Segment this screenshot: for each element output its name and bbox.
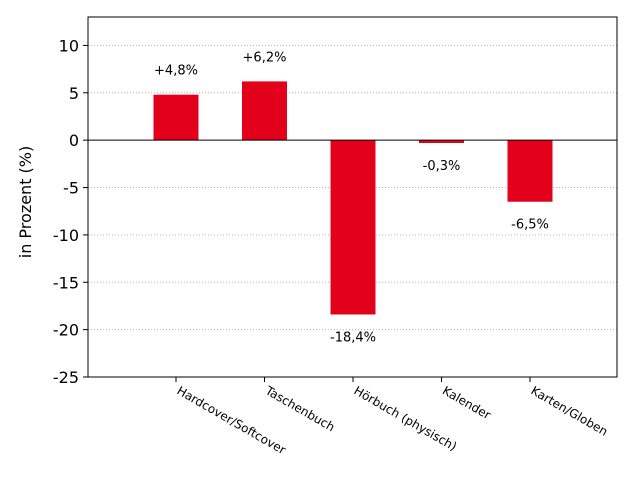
y-tick-label: -5 (63, 179, 79, 198)
bars (153, 81, 553, 315)
y-tick-label: -20 (53, 321, 79, 340)
y-tick-label: -10 (53, 226, 79, 245)
data-label: -18,4% (330, 330, 376, 345)
x-tick-label: Taschenbuch (262, 383, 337, 434)
x-tick-label: Karten/Globen (529, 383, 611, 438)
data-labels: +4,8% +6,2% -18,4% -0,3% -6,5% (154, 50, 549, 345)
data-label: -0,3% (423, 159, 461, 174)
y-axis-title: in Prozent (%) (16, 146, 35, 258)
y-axis-ticks: 10 5 0 -5 -10 -15 -20 -25 (53, 36, 88, 387)
data-label: +6,2% (243, 50, 287, 65)
bar (330, 140, 376, 315)
data-label: +4,8% (154, 64, 198, 79)
bar (507, 140, 553, 202)
bar (242, 81, 287, 141)
data-label: -6,5% (511, 218, 549, 233)
y-tick-label: 0 (69, 131, 79, 150)
bar (153, 94, 199, 141)
bar (419, 140, 464, 143)
y-tick-label: 10 (59, 36, 79, 55)
x-tick-label: Kalender (440, 383, 493, 422)
y-tick-label: -15 (53, 273, 79, 292)
y-tick-label: -25 (53, 368, 79, 387)
y-tick-label: 5 (69, 84, 79, 103)
